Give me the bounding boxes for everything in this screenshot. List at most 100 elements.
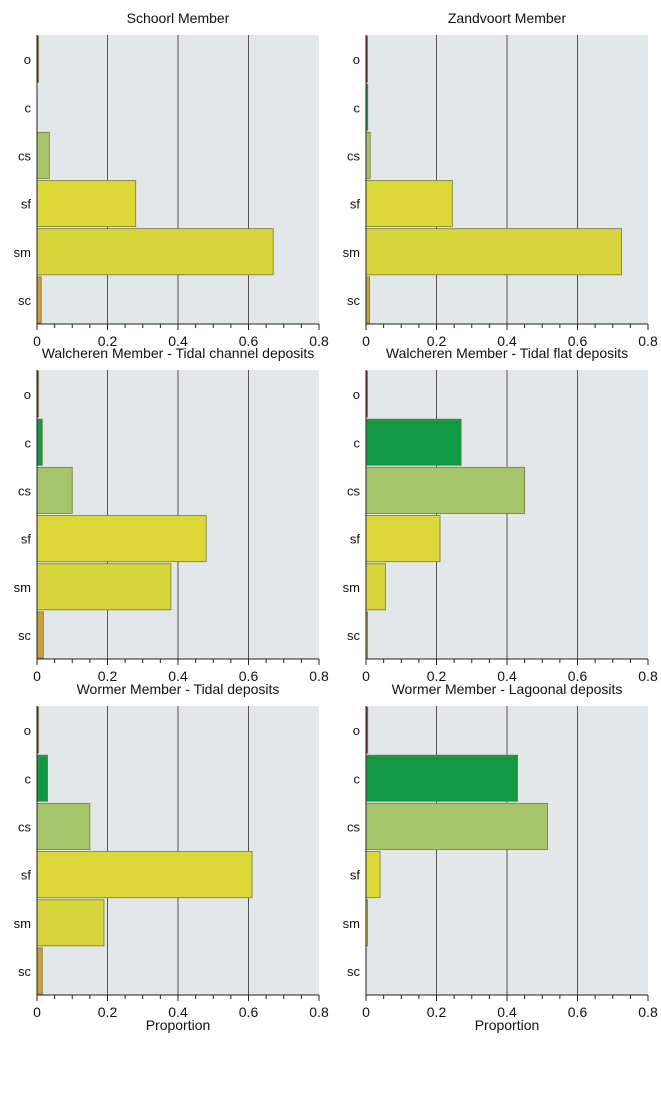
category-label-c: c	[354, 771, 361, 786]
x-axis-label: Proportion	[475, 1017, 540, 1033]
panel-1: Schoorl Member o c cs sf sm sc 0 0.2 0.4 0.6 0.8	[14, 10, 329, 349]
panel-3: Walcheren Member - Tidal channel deposit…	[14, 345, 329, 684]
category-label-sc: sc	[18, 628, 32, 643]
category-label-sm: sm	[343, 916, 360, 931]
panel-title: Zandvoort Member	[448, 10, 567, 26]
bar-sf	[365, 851, 381, 899]
bar-sc	[36, 947, 43, 995]
panel-title: Schoorl Member	[127, 10, 230, 26]
x-tick-label: 0	[362, 668, 370, 684]
category-label-o: o	[353, 52, 360, 67]
bar-cs	[36, 131, 50, 179]
x-tick-label: 0.4	[497, 668, 517, 684]
category-label-sm: sm	[343, 580, 360, 595]
panel-4: Walcheren Member - Tidal flat deposits o c…	[343, 345, 658, 684]
category-label-sc: sc	[347, 293, 361, 308]
category-label-cs: cs	[18, 483, 32, 498]
category-label-o: o	[24, 52, 31, 67]
category-label-sm: sm	[343, 245, 360, 260]
category-label-cs: cs	[347, 148, 361, 163]
bar-c	[36, 754, 48, 802]
panel-5: Wormer Member - Tidal deposits o c cs sf sm sc…	[14, 681, 329, 1033]
panel-title: Wormer Member - Tidal deposits	[77, 681, 280, 697]
x-tick-label: 0.2	[98, 668, 118, 684]
x-tick-label: 0.6	[568, 333, 588, 349]
panel-title: Wormer Member - Lagoonal deposits	[392, 681, 623, 697]
category-label-sc: sc	[347, 964, 361, 979]
category-label-o: o	[353, 723, 360, 738]
category-label-cs: cs	[347, 483, 361, 498]
bar-sf	[365, 180, 453, 228]
x-tick-label: 0.2	[427, 333, 447, 349]
bar-sc	[36, 611, 44, 659]
bar-c	[36, 418, 43, 466]
bar-c	[365, 418, 462, 466]
category-label-sm: sm	[14, 245, 31, 260]
bar-sf	[365, 515, 441, 563]
bar-sm	[36, 899, 105, 947]
bar-sf	[36, 180, 137, 228]
x-tick-label: 0.6	[568, 1004, 588, 1020]
category-label-sc: sc	[18, 293, 32, 308]
category-label-c: c	[25, 100, 32, 115]
bar-c	[365, 754, 518, 802]
category-label-sm: sm	[14, 916, 31, 931]
category-label-sf: sf	[350, 868, 361, 883]
x-tick-label: 0.8	[309, 1004, 329, 1020]
bar-sm	[36, 228, 274, 276]
category-label-sc: sc	[18, 964, 32, 979]
x-axis-label: Proportion	[146, 1017, 211, 1033]
x-tick-label: 0.8	[638, 1004, 658, 1020]
category-label-cs: cs	[18, 148, 32, 163]
category-label-sf: sf	[350, 532, 361, 547]
x-tick-label: 0.8	[638, 333, 658, 349]
x-tick-label: 0.6	[239, 1004, 259, 1020]
bar-cs	[36, 802, 91, 850]
category-label-sf: sf	[21, 868, 32, 883]
x-tick-label: 0.8	[309, 333, 329, 349]
x-tick-label: 0	[362, 1004, 370, 1020]
category-label-sf: sf	[350, 197, 361, 212]
x-tick-label: 0.6	[568, 668, 588, 684]
category-label-o: o	[353, 387, 360, 402]
x-tick-label: 0.6	[239, 333, 259, 349]
panel-2: Zandvoort Member o c cs sf sm sc 0 0.2 0.4 0.6 0.8	[343, 10, 658, 349]
x-tick-label: 0.2	[98, 1004, 118, 1020]
x-tick-label: 0.4	[168, 1004, 188, 1020]
x-tick-label: 0.8	[638, 668, 658, 684]
x-tick-label: 0	[33, 1004, 41, 1020]
x-tick-label: 0	[33, 333, 41, 349]
x-tick-label: 0.6	[239, 668, 259, 684]
category-label-c: c	[354, 435, 361, 450]
bar-sm	[365, 563, 386, 611]
category-label-o: o	[24, 387, 31, 402]
bar-cs	[365, 466, 526, 514]
bar-sc	[36, 276, 42, 324]
x-tick-label: 0.4	[168, 333, 188, 349]
category-label-cs: cs	[347, 819, 361, 834]
panel-title: Walcheren Member - Tidal flat deposits	[386, 345, 628, 361]
bar-cs	[36, 466, 73, 514]
panel-6: Wormer Member - Lagoonal deposits o c cs sf s…	[343, 681, 658, 1033]
bar-sm	[36, 563, 172, 611]
category-label-sf: sf	[21, 532, 32, 547]
x-tick-label: 0	[33, 668, 41, 684]
x-tick-label: 0	[362, 333, 370, 349]
x-tick-label: 0.4	[497, 1004, 517, 1020]
category-label-o: o	[24, 723, 31, 738]
category-label-sf: sf	[21, 197, 32, 212]
category-label-c: c	[25, 435, 32, 450]
bar-cs	[365, 131, 371, 179]
x-tick-label: 0.4	[497, 333, 517, 349]
category-label-sc: sc	[347, 628, 361, 643]
bar-sf	[36, 515, 207, 563]
x-tick-label: 0.2	[427, 668, 447, 684]
x-tick-label: 0.8	[309, 668, 329, 684]
bar-sf	[36, 851, 253, 899]
bar-sc	[365, 276, 370, 324]
category-label-sm: sm	[14, 580, 31, 595]
bar-cs	[365, 802, 548, 850]
category-label-c: c	[25, 771, 32, 786]
